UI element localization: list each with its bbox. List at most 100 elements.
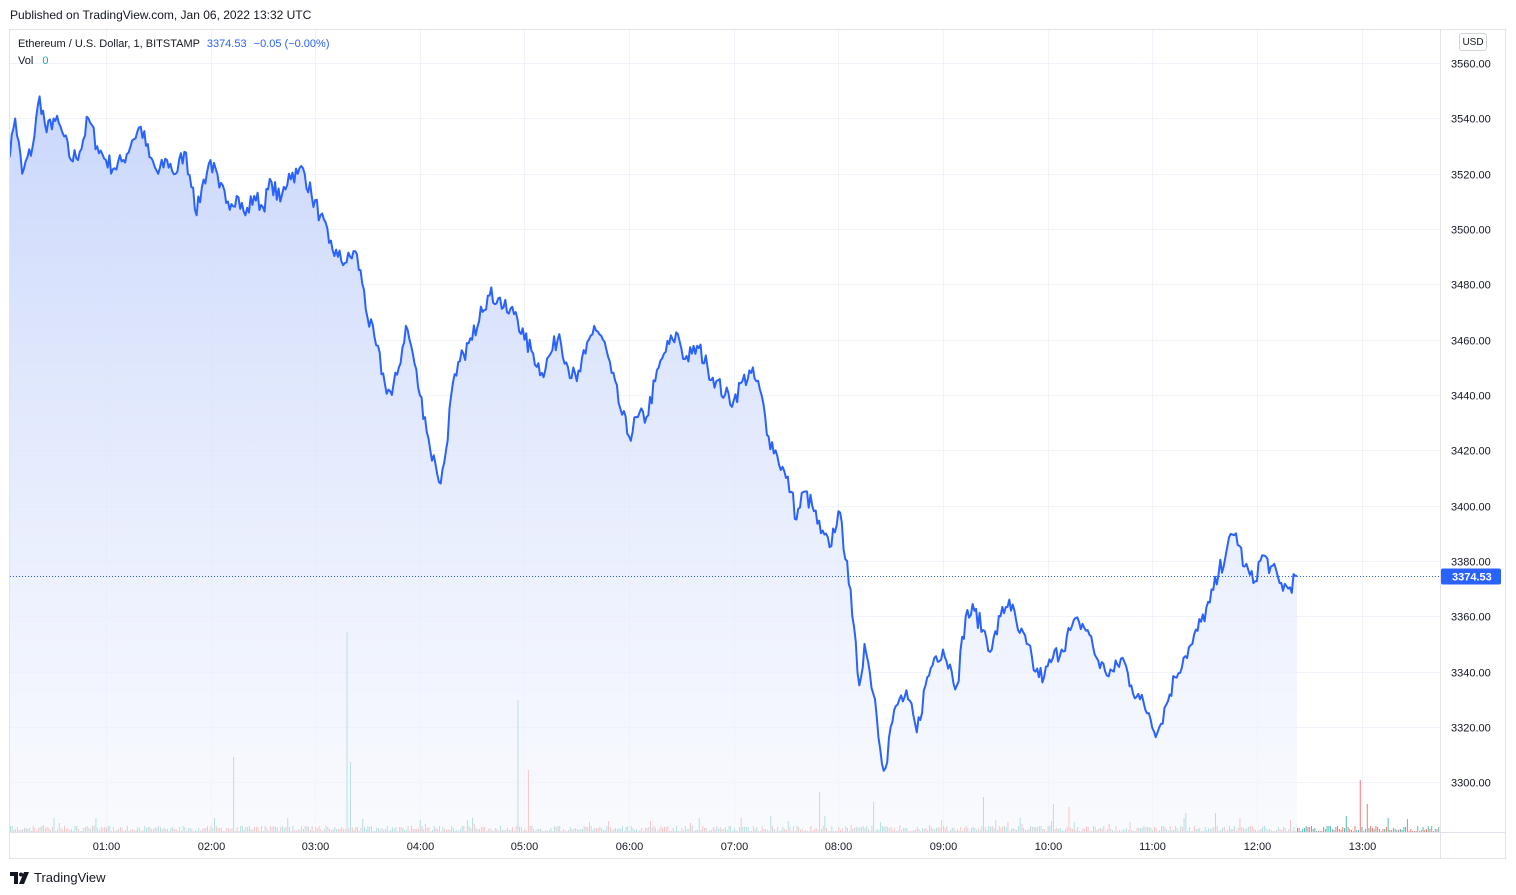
y-tick-label: 3420.00 (1451, 446, 1491, 458)
price-area-fill (10, 96, 1297, 832)
x-tick-label: 04:00 (407, 841, 435, 853)
volume-bar (1302, 829, 1304, 832)
volume-bar (1324, 829, 1326, 832)
y-tick-label: 3300.00 (1451, 778, 1491, 790)
y-tick-label: 3500.00 (1451, 225, 1491, 237)
legend-price: 3374.53 (206, 38, 247, 50)
price-axis[interactable]: 3300.00 3320.00 3340.00 3360.00 3380.00 3400.… (1451, 59, 1491, 790)
volume-bar (1351, 830, 1352, 832)
volume-bar (1317, 831, 1319, 832)
volume-bar (1385, 827, 1387, 832)
volume-bar (1338, 829, 1340, 832)
volume-bar (1307, 827, 1309, 832)
y-tick-label: 3380.00 (1451, 557, 1491, 569)
y-tick-label: 3320.00 (1451, 723, 1491, 735)
footer-brand[interactable]: TradingView (10, 870, 106, 885)
y-tick-label: 3400.00 (1451, 502, 1491, 514)
x-tick-label: 06:00 (616, 841, 644, 853)
y-tick-label: 3540.00 (1451, 114, 1491, 126)
volume-bar (1373, 829, 1375, 832)
volume-bar (1349, 829, 1351, 832)
volume-bar (1382, 829, 1384, 832)
y-tick-label: 3460.00 (1451, 336, 1491, 348)
volume-bar (1392, 828, 1394, 832)
volume-bar (1412, 831, 1413, 832)
volume-bar (1431, 826, 1433, 832)
volume-bar (1384, 829, 1386, 832)
volume-bar (1335, 827, 1337, 832)
x-tick-label: 13:00 (1349, 841, 1377, 853)
y-tick-label: 3340.00 (1451, 668, 1491, 680)
volume-bar (1436, 829, 1438, 832)
volume-bar (1372, 828, 1373, 832)
volume-bar (1417, 826, 1419, 832)
x-tick-label: 12:00 (1244, 841, 1272, 853)
volume-bar (1314, 828, 1316, 832)
published-caption: Published on TradingView.com, Jan 06, 20… (10, 8, 312, 22)
volume-bar (1304, 828, 1305, 832)
volume-bar (1352, 831, 1354, 832)
volume-bar (1413, 831, 1415, 832)
volume-bar (1399, 829, 1401, 832)
volume-value: 0 (42, 55, 49, 67)
legend-change: −0.05 (−0.00%) (253, 38, 330, 50)
volume-bar (1305, 826, 1307, 832)
volume-bar (1347, 827, 1349, 832)
volume-bar (1426, 829, 1427, 832)
volume-bar (1356, 830, 1358, 832)
volume-bar (1389, 830, 1391, 832)
volume-label: Vol (18, 55, 34, 67)
currency-button[interactable]: USD (1459, 33, 1487, 51)
last-price-line: 3374.53 (10, 568, 1501, 585)
price-area (10, 95, 1298, 832)
price-line (10, 95, 1298, 772)
volume-bar (1429, 829, 1431, 832)
y-tick-label: 3360.00 (1451, 612, 1491, 624)
y-tick-label: 3560.00 (1451, 59, 1491, 71)
volume-bar (1316, 831, 1318, 832)
volume-bar (1410, 829, 1412, 832)
volume-bar (1326, 826, 1328, 832)
y-tick-label: 3520.00 (1451, 170, 1491, 182)
volume-bar (1375, 826, 1377, 832)
volume-bar (1406, 819, 1408, 832)
volume-bar (1377, 827, 1379, 832)
volume-bar (1380, 831, 1382, 832)
volume-bar (1438, 827, 1440, 832)
volume-bar (1366, 804, 1368, 832)
last-price-label: 3374.53 (1452, 572, 1492, 584)
time-axis[interactable]: 01:00 02:00 03:00 04:00 05:00 06:00 07:00 08:00… (93, 841, 1377, 853)
volume-bar (1363, 831, 1365, 832)
symbol-title[interactable]: Ethereum / U.S. Dollar, 1, BITSTAMP (18, 38, 200, 50)
volume-bar (1368, 828, 1370, 832)
volume-bar (1323, 827, 1325, 832)
volume-bar (1405, 827, 1406, 832)
volume-bar (1408, 831, 1410, 832)
volume-bar (1311, 826, 1312, 832)
volume-bar (1321, 831, 1323, 832)
volume-bar (1370, 826, 1372, 832)
volume-bar (1361, 827, 1363, 832)
volume-bar (1434, 829, 1436, 832)
volume-bar (1309, 827, 1311, 832)
volume-bar (1354, 826, 1356, 832)
x-tick-label: 09:00 (930, 841, 958, 853)
volume-bar (1358, 830, 1359, 832)
volume-bar (1312, 829, 1314, 832)
volume-bar (1333, 830, 1335, 832)
volume-bar (1394, 829, 1396, 832)
volume-bar (1427, 826, 1429, 832)
x-tick-label: 03:00 (302, 841, 330, 853)
volume-bar (1379, 829, 1380, 832)
tradingview-logo-icon (10, 871, 29, 884)
volume-bar (1340, 830, 1342, 832)
last-price-tag (1441, 568, 1501, 585)
volume-bar (1391, 830, 1393, 832)
x-tick-label: 05:00 (511, 841, 539, 853)
volume-bar (1420, 830, 1422, 832)
y-tick-label: 3480.00 (1451, 280, 1491, 292)
volume-bar (1331, 829, 1333, 832)
volume-bar (1433, 831, 1434, 832)
volume-bar (1298, 828, 1300, 832)
